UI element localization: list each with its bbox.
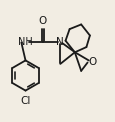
Text: N: N bbox=[56, 37, 64, 47]
Text: Cl: Cl bbox=[20, 96, 30, 106]
Text: NH: NH bbox=[18, 37, 33, 47]
Text: O: O bbox=[38, 16, 47, 26]
Text: O: O bbox=[87, 57, 96, 67]
